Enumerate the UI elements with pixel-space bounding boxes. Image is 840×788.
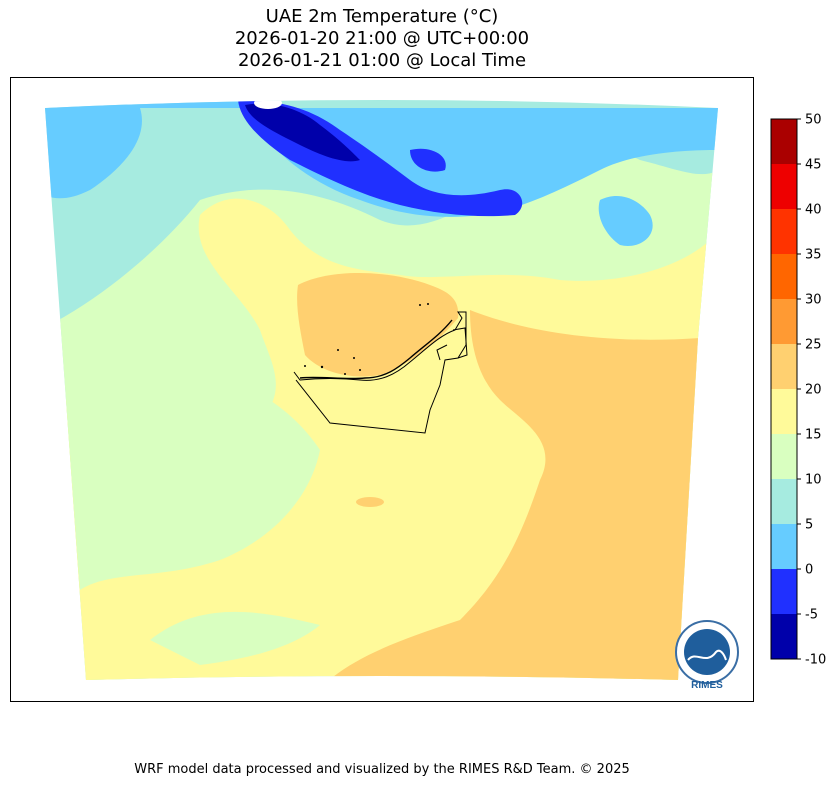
colorbar-tick-label: 30 <box>805 293 822 308</box>
colorbar-tick-label: 0 <box>805 563 813 578</box>
colorbar-bin <box>771 164 797 210</box>
colorbar-bin <box>771 119 797 165</box>
colorbar-bin <box>771 299 797 345</box>
colorbar-tick-label: -10 <box>805 653 826 668</box>
islands <box>304 303 429 375</box>
colorbar-bin <box>771 479 797 525</box>
no-data-spot <box>254 100 282 109</box>
band-minus10-minus5 <box>245 103 360 162</box>
colorbar-tick-label: 50 <box>805 113 822 128</box>
colorbar-bin <box>771 389 797 435</box>
logo-wave <box>687 649 727 661</box>
chart-title: UAE 2m Temperature (°C) 2026-01-20 21:00… <box>0 6 764 72</box>
colorbar-bin <box>771 344 797 390</box>
title-line-1: UAE 2m Temperature (°C) <box>265 6 499 27</box>
colorbar-tick-label: -5 <box>805 608 818 623</box>
band-20-25-east <box>310 310 700 680</box>
musandam-boundary <box>436 327 468 361</box>
uae-coastline <box>299 319 453 380</box>
colorbar-tick-label: 45 <box>805 158 822 173</box>
colorbar-tick-label: 10 <box>805 473 822 488</box>
title-line-2: 2026-01-20 21:00 @ UTC+00:00 <box>234 28 530 49</box>
rimes-logo: RIMES <box>675 620 739 691</box>
logo-disk <box>684 629 730 675</box>
colorbar-tick-label: 40 <box>805 203 822 218</box>
colorbar-bin <box>771 434 797 480</box>
colorbar-bin <box>771 614 797 660</box>
colorbar-bin <box>771 254 797 300</box>
band-minus5-0-b <box>410 148 446 172</box>
band-10-15-south <box>150 611 320 665</box>
warm-spot <box>356 497 384 507</box>
band-0-5-west <box>45 108 142 199</box>
colorbar-bin <box>771 569 797 615</box>
colorbar-bin <box>771 524 797 570</box>
logo-text: RIMES <box>691 680 723 691</box>
band-10-15-west <box>66 328 320 590</box>
colorbar-bin <box>771 209 797 255</box>
band-0-5-east <box>598 195 653 246</box>
colorbar-tick-label: 25 <box>805 338 822 353</box>
band-0-5-north <box>45 100 718 217</box>
colorbar-tick-label: 20 <box>805 383 822 398</box>
colorbar-tick-label: 5 <box>805 518 813 533</box>
colorbar-tick-label: 35 <box>805 248 822 263</box>
colorbar-tick-label: 15 <box>805 428 822 443</box>
temperature-field <box>45 100 718 680</box>
title-line-3: 2026-01-21 01:00 @ Local Time <box>237 50 527 71</box>
footer-credit: WRF model data processed and visualized … <box>134 762 630 777</box>
